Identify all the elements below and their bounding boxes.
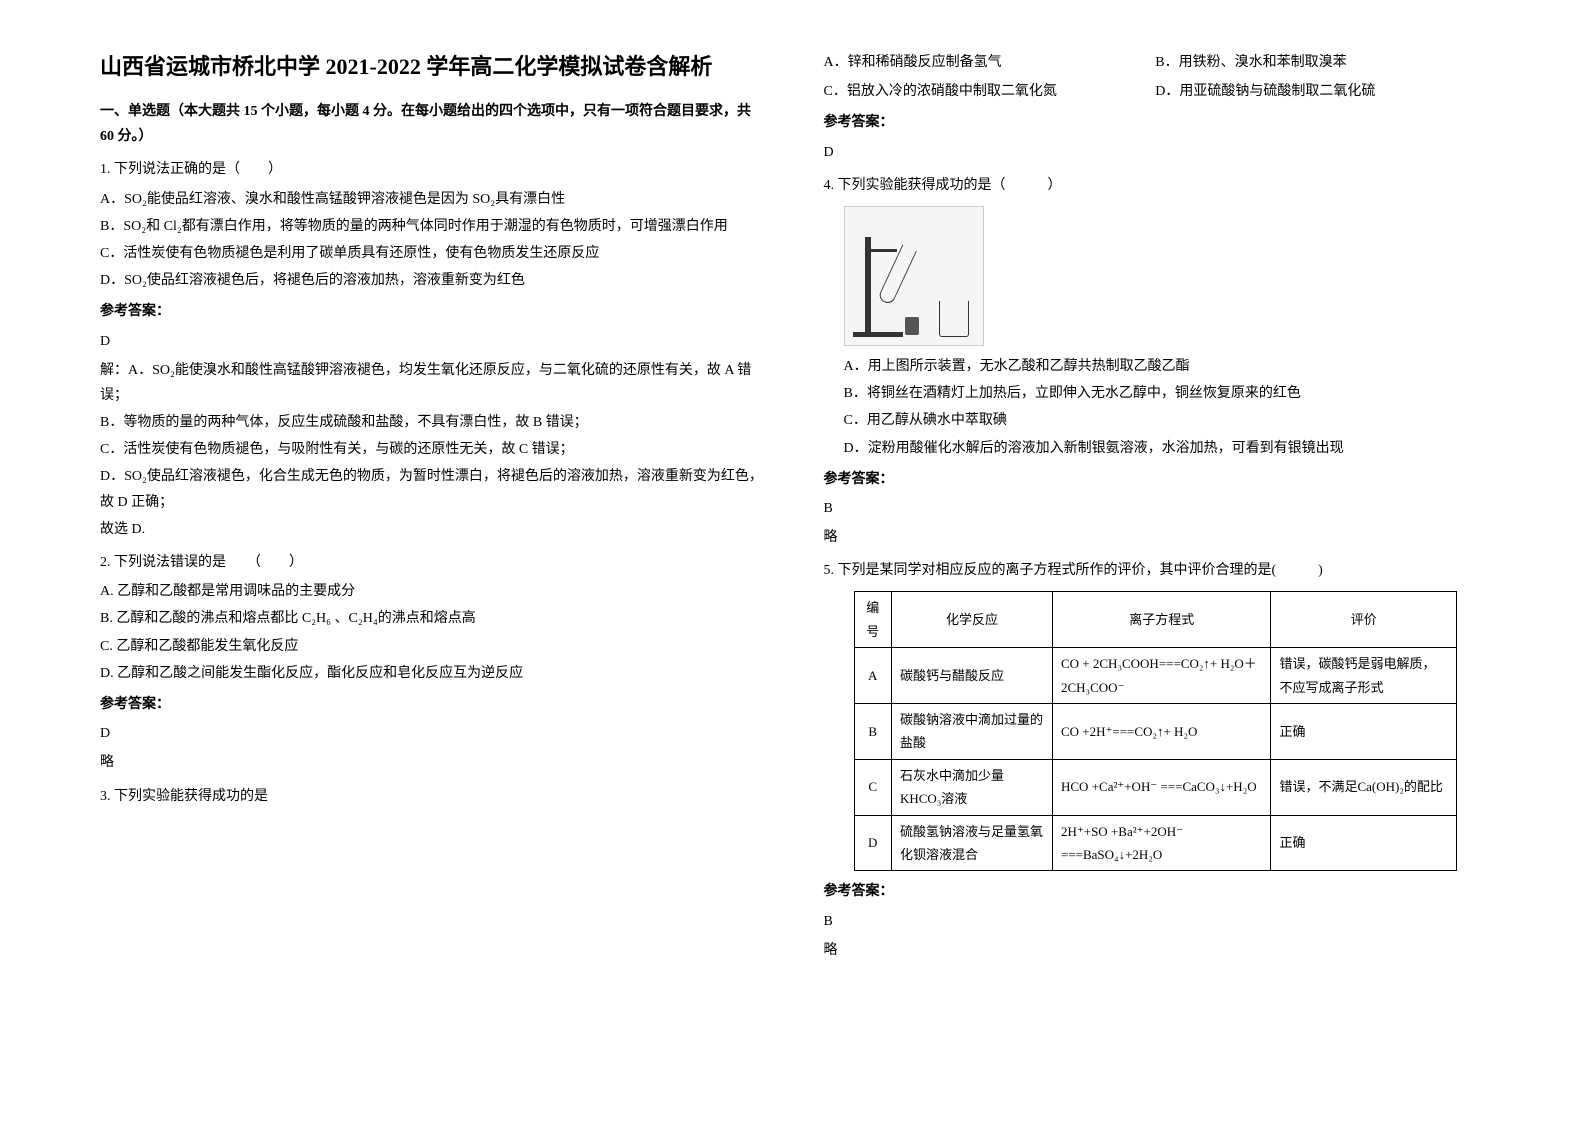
q5-answer-label: 参考答案： — [824, 879, 1488, 904]
q2-answer-label: 参考答案： — [100, 692, 764, 717]
q4-answer: B — [824, 496, 1488, 521]
q3-optB: B．用铁粉、溴水和苯制取溴苯 — [1155, 50, 1487, 75]
cell-evaluation: 正确 — [1271, 704, 1457, 760]
q2-optC: C. 乙醇和乙酸都能发生氧化反应 — [100, 634, 764, 659]
lab-apparatus-image — [844, 206, 984, 346]
cell-id: B — [854, 704, 891, 760]
q3-answer-label: 参考答案： — [824, 110, 1488, 135]
clamp-arm-icon — [869, 249, 897, 252]
cell-reaction: 碳酸钠溶液中滴加过量的盐酸 — [891, 704, 1052, 760]
cell-evaluation: 错误，不满足Ca(OH)₂的配比 — [1271, 759, 1457, 815]
q5-brief: 略 — [824, 938, 1488, 963]
th-id: 编号 — [854, 592, 891, 648]
cell-evaluation: 错误，碳酸钙是弱电解质，不应写成离子形式 — [1271, 648, 1457, 704]
q1-answer: D — [100, 329, 764, 354]
th-evaluation: 评价 — [1271, 592, 1457, 648]
q4-optC: C．用乙醇从碘水中萃取碘 — [844, 408, 1488, 433]
q3-optC: C．铝放入冷的浓硝酸中制取二氧化氮 — [824, 79, 1156, 104]
q1-exp2: B．等物质的量的两种气体，反应生成硫酸和盐酸，不具有漂白性，故 B 错误； — [100, 410, 764, 435]
cell-equation: 2H⁺+SO +Ba²⁺+2OH⁻ ===BaSO₄↓+2H₂O — [1053, 815, 1271, 871]
th-equation: 离子方程式 — [1053, 592, 1271, 648]
alcohol-lamp-icon — [905, 317, 919, 335]
q3-answer: D — [824, 140, 1488, 165]
cell-reaction: 硫酸氢钠溶液与足量氢氧化钡溶液混合 — [891, 815, 1052, 871]
cell-reaction: 碳酸钙与醋酸反应 — [891, 648, 1052, 704]
q3-options-row1: A．锌和稀硝酸反应制备氢气 B．用铁粉、溴水和苯制取溴苯 — [824, 50, 1488, 75]
q4-brief: 略 — [824, 525, 1488, 550]
left-column: 山西省运城市桥北中学 2021-2022 学年高二化学模拟试卷含解析 一、单选题… — [100, 50, 764, 1072]
table-header-row: 编号 化学反应 离子方程式 评价 — [854, 592, 1457, 648]
q2-answer: D — [100, 721, 764, 746]
q4-stem: 4. 下列实验能获得成功的是（ ） — [824, 173, 1488, 198]
right-column: A．锌和稀硝酸反应制备氢气 B．用铁粉、溴水和苯制取溴苯 C．铝放入冷的浓硝酸中… — [824, 50, 1488, 1072]
cell-equation: CO + 2CH₃COOH===CO₂↑+ H₂O＋2CH₃COO⁻ — [1053, 648, 1271, 704]
beaker-icon — [939, 301, 969, 337]
q2-optD: D. 乙醇和乙酸之间能发生酯化反应，酯化反应和皂化反应互为逆反应 — [100, 661, 764, 686]
table-row: B 碳酸钠溶液中滴加过量的盐酸 CO +2H⁺===CO₂↑+ H₂O 正确 — [854, 704, 1457, 760]
table-row: D 硫酸氢钠溶液与足量氢氧化钡溶液混合 2H⁺+SO +Ba²⁺+2OH⁻ ==… — [854, 815, 1457, 871]
cell-id: D — [854, 815, 891, 871]
q5-table: 编号 化学反应 离子方程式 评价 A 碳酸钙与醋酸反应 CO + 2CH₃COO… — [854, 591, 1458, 871]
q2-stem: 2. 下列说法错误的是 （ ） — [100, 550, 764, 575]
q4-optB: B．将铜丝在酒精灯上加热后，立即伸入无水乙醇中，铜丝恢复原来的红色 — [844, 381, 1488, 406]
q4-optA: A．用上图所示装置，无水乙酸和乙醇共热制取乙酸乙酯 — [844, 354, 1488, 379]
th-reaction: 化学反应 — [891, 592, 1052, 648]
q3-options-row2: C．铝放入冷的浓硝酸中制取二氧化氮 D．用亚硫酸钠与硫酸制取二氧化硫 — [824, 79, 1488, 104]
q3-stem: 3. 下列实验能获得成功的是 — [100, 784, 764, 809]
page-title: 山西省运城市桥北中学 2021-2022 学年高二化学模拟试卷含解析 — [100, 50, 764, 83]
q1-exp1: 解：A．SO₂能使溴水和酸性高锰酸钾溶液褪色，均发生氧化还原反应，与二氧化硫的还… — [100, 358, 764, 408]
cell-equation: HCO +Ca²⁺+OH⁻ ===CaCO₃↓+H₂O — [1053, 759, 1271, 815]
q5-stem: 5. 下列是某同学对相应反应的离子方程式所作的评价，其中评价合理的是( ) — [824, 558, 1488, 583]
section-title: 一、单选题（本大题共 15 个小题，每小题 4 分。在每小题给出的四个选项中，只… — [100, 99, 764, 149]
q1-optD: D．SO₂使品红溶液褪色后，将褪色后的溶液加热，溶液重新变为红色 — [100, 268, 764, 293]
cell-equation: CO +2H⁺===CO₂↑+ H₂O — [1053, 704, 1271, 760]
cell-id: A — [854, 648, 891, 704]
q4-optD: D．淀粉用酸催化水解后的溶液加入新制银氨溶液，水浴加热，可看到有银镜出现 — [844, 436, 1488, 461]
q3-optD: D．用亚硫酸钠与硫酸制取二氧化硫 — [1155, 79, 1487, 104]
table-row: A 碳酸钙与醋酸反应 CO + 2CH₃COOH===CO₂↑+ H₂O＋2CH… — [854, 648, 1457, 704]
q2-optB: B. 乙醇和乙酸的沸点和熔点都比 C₂H₆ 、C₂H₄的沸点和熔点高 — [100, 606, 764, 631]
q1-stem: 1. 下列说法正确的是（ ） — [100, 157, 764, 182]
cell-evaluation: 正确 — [1271, 815, 1457, 871]
stand-base-icon — [853, 332, 903, 337]
stand-pole-icon — [865, 237, 871, 337]
cell-id: C — [854, 759, 891, 815]
q1-exp5: 故选 D. — [100, 517, 764, 542]
table-row: C 石灰水中滴加少量KHCO₃溶液 HCO +Ca²⁺+OH⁻ ===CaCO₃… — [854, 759, 1457, 815]
q5-answer: B — [824, 909, 1488, 934]
q1-answer-label: 参考答案： — [100, 299, 764, 324]
q4-answer-label: 参考答案： — [824, 467, 1488, 492]
q1-exp3: C．活性炭使有色物质褪色，与吸附性有关，与碳的还原性无关，故 C 错误； — [100, 437, 764, 462]
q1-optC: C．活性炭使有色物质褪色是利用了碳单质具有还原性，使有色物质发生还原反应 — [100, 241, 764, 266]
test-tube-icon — [877, 244, 917, 305]
q1-optA: A．SO₂能使品红溶液、溴水和酸性高锰酸钾溶液褪色是因为 SO₂具有漂白性 — [100, 187, 764, 212]
q3-optA: A．锌和稀硝酸反应制备氢气 — [824, 50, 1156, 75]
cell-reaction: 石灰水中滴加少量KHCO₃溶液 — [891, 759, 1052, 815]
q1-exp4: D．SO₂使品红溶液褪色，化合生成无色的物质，为暂时性漂白，将褪色后的溶液加热，… — [100, 464, 764, 514]
q2-brief: 略 — [100, 750, 764, 775]
q1-optB: B．SO₂和 Cl₂都有漂白作用，将等物质的量的两种气体同时作用于潮湿的有色物质… — [100, 214, 764, 239]
q2-optA: A. 乙醇和乙酸都是常用调味品的主要成分 — [100, 579, 764, 604]
